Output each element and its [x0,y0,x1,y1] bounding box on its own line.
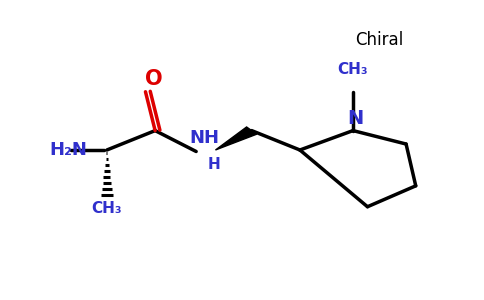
Text: CH₃: CH₃ [338,62,368,77]
Polygon shape [215,127,257,150]
Text: N: N [348,109,363,128]
Text: O: O [145,69,163,89]
Text: Chiral: Chiral [355,31,404,49]
Text: CH₃: CH₃ [91,201,122,216]
Text: H₂N: H₂N [49,141,87,159]
Text: NH: NH [190,129,220,147]
Text: H: H [208,158,220,172]
